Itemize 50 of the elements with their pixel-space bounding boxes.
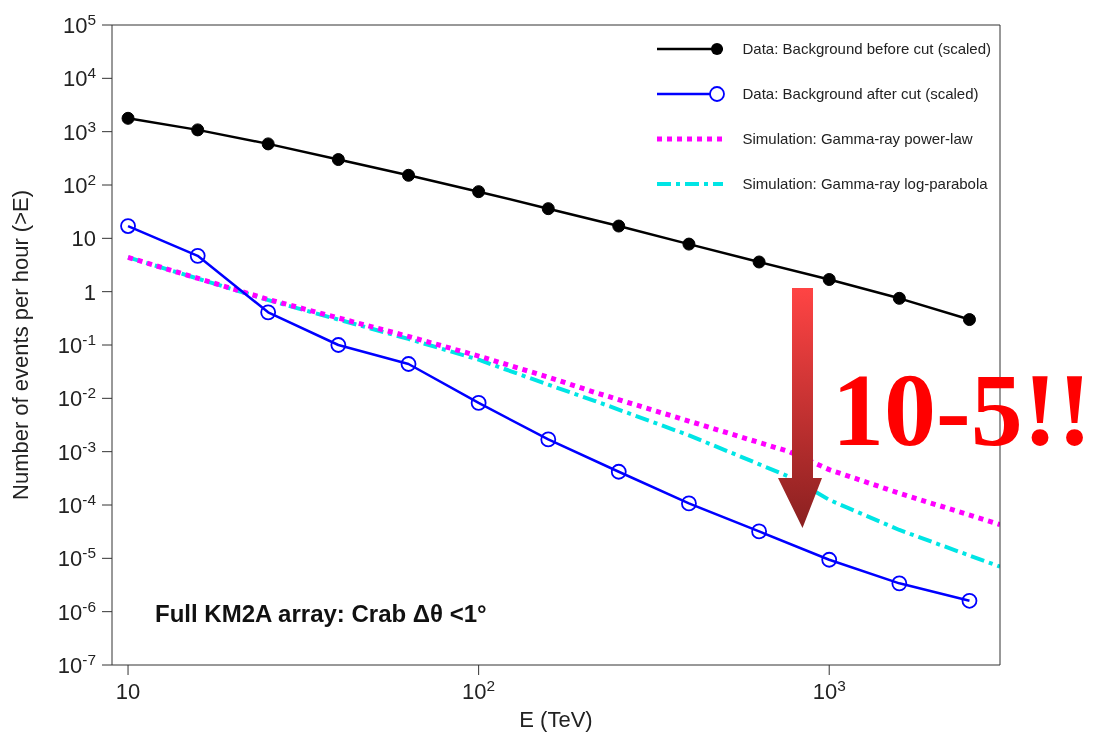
point	[822, 273, 836, 287]
point	[540, 431, 557, 448]
point	[331, 153, 345, 167]
point	[891, 575, 908, 592]
point	[260, 304, 277, 321]
point	[612, 219, 626, 233]
legend-label: Simulation: Gamma-ray power-law	[742, 130, 973, 147]
x-tick-label: 10$^{3}$	[812, 676, 846, 704]
point	[191, 123, 205, 137]
y-tick-label: 10$^{2}$	[62, 170, 96, 198]
point	[751, 523, 768, 540]
point	[470, 395, 487, 411]
y-tick-label: 10$^{4}$	[62, 63, 97, 92]
point	[610, 463, 627, 480]
y-tick-label: 10$^{-3}$	[57, 437, 96, 465]
y-axis-title: Number of events per hour (>E)	[7, 190, 33, 500]
point	[962, 313, 976, 327]
point	[261, 137, 275, 151]
legend-label: Simulation: Gamma-ray log-parabola	[742, 175, 988, 192]
y-tick-label: 10$^{5}$	[62, 10, 96, 38]
point	[472, 185, 486, 199]
y-tick-label: 10$^{3}$	[62, 117, 96, 145]
point	[961, 592, 978, 609]
x-tick-label: 10	[115, 679, 141, 704]
y-tick-label: 10$^{-5}$	[57, 543, 96, 572]
y-tick-label: 10$^{-7}$	[57, 650, 96, 678]
point	[682, 237, 696, 251]
legend-label: Data: Background after cut (scaled)	[742, 85, 979, 102]
point	[400, 356, 417, 372]
point	[402, 168, 416, 182]
x-axis-title: E (TeV)	[519, 707, 593, 732]
legend-label: Data: Background before cut (scaled)	[742, 40, 991, 57]
point	[541, 202, 555, 216]
point	[121, 111, 135, 125]
y-tick-label: 1	[83, 279, 96, 305]
point	[189, 247, 206, 264]
point	[752, 255, 766, 269]
y-tick-label: 10$^{-4}$	[57, 490, 97, 518]
y-tick-label: 10	[71, 226, 96, 252]
y-tick-label: 10$^{-6}$	[57, 597, 96, 625]
point	[120, 218, 136, 234]
point	[681, 495, 697, 512]
point	[892, 291, 906, 305]
point	[821, 551, 838, 568]
annotation: Full KM2A array: Crab Δθ <1°	[155, 600, 487, 628]
annotation: 10-5!!	[832, 352, 1092, 467]
y-tick-label: 10$^{-2}$	[57, 383, 96, 412]
y-tick-label: 10$^{-1}$	[57, 330, 96, 358]
point	[330, 337, 347, 353]
x-tick-label: 10$^{2}$	[462, 676, 496, 704]
